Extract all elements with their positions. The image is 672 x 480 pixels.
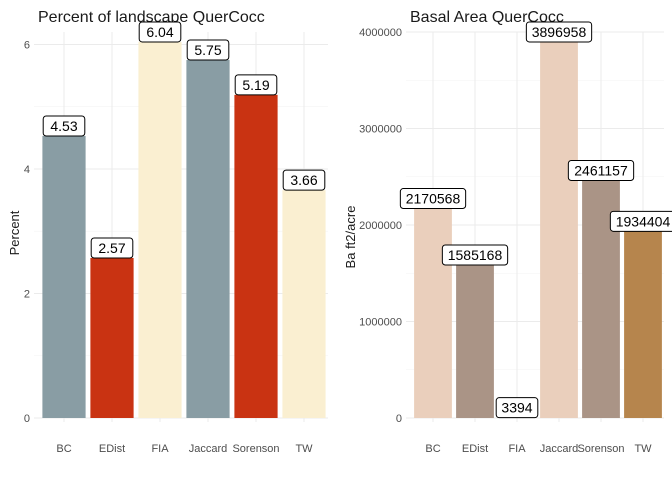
data-label-box: [138, 21, 182, 43]
x-tick-label: BC: [425, 443, 440, 455]
bar-percent-bc: [42, 135, 86, 419]
bar-percent-jaccard: [186, 60, 230, 419]
x-tick-label: TW: [295, 443, 313, 455]
y-tick-label: 4: [24, 164, 30, 176]
chart-title-percent: Percent of landscape QuerCocc: [38, 9, 265, 26]
x-tick-label: Jaccard: [540, 443, 579, 455]
data-label: 4.53: [50, 118, 77, 134]
data-label: 2461157: [574, 162, 628, 178]
data-label-box: [567, 159, 635, 181]
data-label-box: [42, 115, 86, 137]
x-tick-label: Jaccard: [189, 443, 228, 455]
panel-basal-area: Basal Area QuerCocc Ba ft2/acre 0 1000000…: [343, 9, 672, 455]
x-tick-label: FIA: [151, 443, 169, 455]
data-label: 2.57: [98, 240, 125, 256]
chart-title-basal-area: Basal Area QuerCocc: [410, 9, 564, 26]
y-tick-label: 4000000: [359, 27, 402, 39]
data-label: 5.19: [242, 77, 269, 93]
bar-percent-sorenson: [234, 94, 278, 418]
data-label-box: [90, 237, 134, 259]
y-axis-label-basal-area: Ba ft2/acre: [343, 206, 358, 269]
y-tick-label: 1000000: [359, 317, 402, 329]
data-label-box: [186, 39, 230, 61]
data-label-box: [234, 74, 278, 96]
x-tick-label: FIA: [508, 443, 526, 455]
bar-basal-area-tw: [624, 231, 662, 418]
data-label: 1585168: [448, 247, 503, 263]
data-label-box: [525, 21, 593, 43]
data-label: 3896958: [532, 24, 587, 40]
data-label: 3394: [501, 400, 532, 416]
y-axis-label-percent: Percent: [7, 210, 22, 255]
data-label-box: [282, 169, 326, 191]
data-label-box: [441, 244, 509, 266]
x-tick-label: BC: [56, 443, 71, 455]
panel-percent-landscape: Percent of landscape QuerCocc Percent 0 2…: [7, 9, 328, 455]
data-label: 3.66: [290, 172, 317, 188]
y-tick-label: 3000000: [359, 124, 402, 136]
y-tick-label: 6: [24, 39, 30, 51]
bar-percent-tw: [282, 190, 326, 418]
y-tick-label: 2000000: [359, 220, 402, 232]
data-label: 5.75: [194, 42, 221, 58]
data-label: 1934404: [616, 213, 671, 229]
bar-basal-area-edist: [456, 265, 494, 418]
x-tick-label: Sorenson: [232, 443, 279, 455]
data-label-box: [609, 210, 672, 232]
bar-percent-edist: [90, 257, 134, 418]
y-tick-label: 2: [24, 288, 30, 300]
data-label: 6.04: [146, 24, 173, 40]
bar-basal-area-bc: [414, 208, 452, 418]
data-label: 2170568: [406, 191, 461, 207]
x-tick-label: EDist: [99, 443, 125, 455]
x-tick-label: EDist: [462, 443, 488, 455]
y-tick-label: 0: [24, 413, 30, 425]
bar-basal-area-jaccard: [540, 41, 578, 419]
y-tick-label: 0: [396, 413, 402, 425]
data-label-box: [399, 188, 467, 210]
bar-percent-fia: [138, 41, 182, 418]
data-label-box: [495, 397, 539, 419]
x-tick-label: TW: [634, 443, 652, 455]
x-tick-label: Sorenson: [577, 443, 624, 455]
